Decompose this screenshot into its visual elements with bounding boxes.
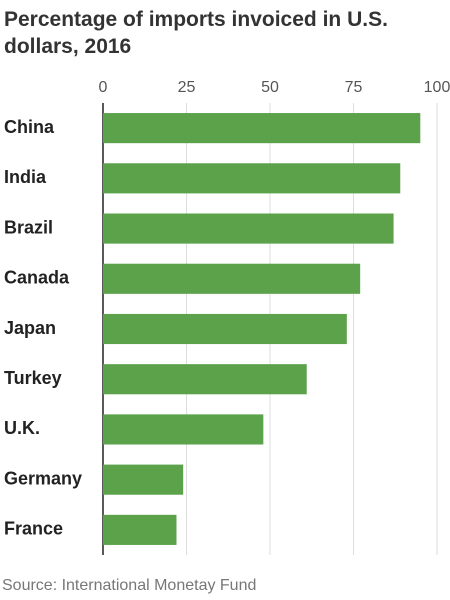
chart: 0 25 50 75 100 China India Brazil Canada Japan Tur…	[4, 79, 450, 555]
y-tick-label: Brazil	[4, 217, 53, 237]
x-tick-label: 0	[99, 79, 108, 96]
chart-title: Percentage of imports invoiced in U.S. d…	[4, 8, 388, 58]
bar	[103, 263, 361, 294]
bar	[103, 514, 177, 545]
y-tick-label: India	[4, 167, 47, 187]
source-note: Source: International Monetay Fund	[2, 577, 257, 594]
x-tick-label: 100	[424, 79, 450, 96]
y-tick-label: France	[4, 519, 63, 539]
bar	[103, 113, 421, 144]
x-tick-label: 25	[178, 79, 196, 96]
y-tick-label: Turkey	[4, 368, 62, 388]
y-tick-label: China	[4, 117, 55, 137]
y-tick-label: Japan	[4, 318, 56, 338]
bar	[103, 464, 184, 495]
bar	[103, 364, 307, 395]
y-tick-label: Canada	[4, 268, 70, 288]
bar	[103, 414, 264, 445]
bar	[103, 163, 401, 194]
x-tick-label: 75	[345, 79, 363, 96]
x-tick-label: 50	[261, 79, 279, 96]
bar	[103, 213, 394, 244]
y-tick-label: U.K.	[4, 418, 40, 438]
y-tick-label: Germany	[4, 468, 82, 488]
bar	[103, 313, 347, 345]
